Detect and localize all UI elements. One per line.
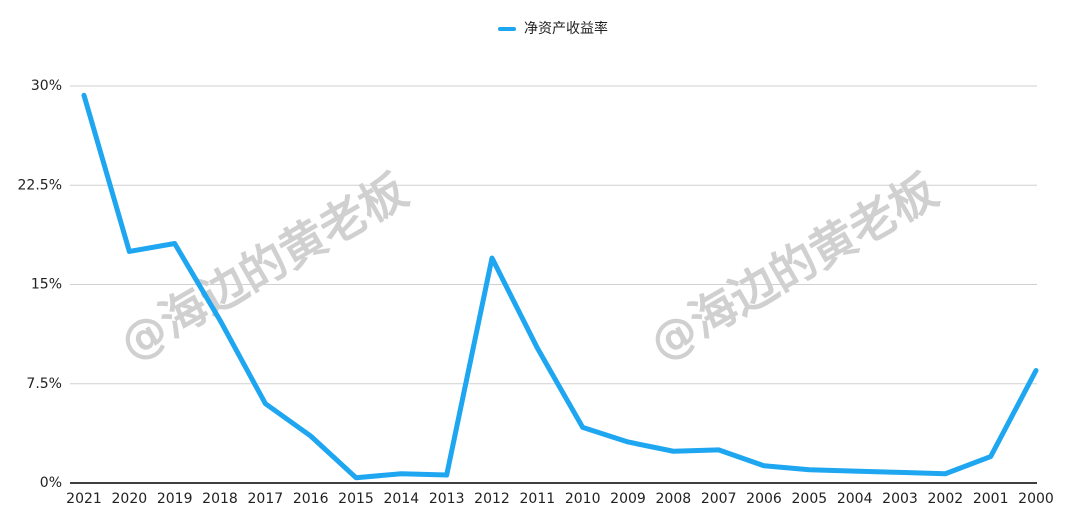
x-tick-label: 2010 bbox=[565, 491, 601, 507]
watermark: @海边的黄老板 bbox=[640, 163, 946, 371]
x-tick-label: 2017 bbox=[248, 491, 284, 507]
x-tick-label: 2002 bbox=[928, 491, 964, 507]
x-tick-label: 2018 bbox=[202, 491, 238, 507]
x-tick-label: 2003 bbox=[882, 491, 918, 507]
x-tick-label: 2021 bbox=[66, 491, 102, 507]
x-tick-label: 2011 bbox=[520, 491, 556, 507]
x-tick-label: 2014 bbox=[384, 491, 420, 507]
y-tick-label: 30% bbox=[31, 78, 62, 94]
y-tick-label: 15% bbox=[31, 277, 62, 293]
x-tick-label: 2016 bbox=[293, 491, 329, 507]
x-tick-label: 2007 bbox=[701, 491, 737, 507]
x-tick-label: 2012 bbox=[474, 491, 510, 507]
x-tick-label: 2008 bbox=[656, 491, 692, 507]
x-tick-label: 2013 bbox=[429, 491, 465, 507]
watermark: @海边的黄老板 bbox=[110, 163, 416, 371]
x-tick-label: 2020 bbox=[112, 491, 148, 507]
x-tick-label: 2006 bbox=[746, 491, 782, 507]
y-tick-label: 22.5% bbox=[18, 177, 62, 193]
x-tick-label: 2009 bbox=[610, 491, 646, 507]
x-tick-label: 2015 bbox=[338, 491, 374, 507]
x-tick-label: 2000 bbox=[1018, 491, 1054, 507]
y-tick-label: 0% bbox=[40, 475, 62, 491]
x-tick-label: 2004 bbox=[837, 491, 873, 507]
x-tick-label: 2005 bbox=[792, 491, 828, 507]
legend-label: 净资产收益率 bbox=[524, 20, 608, 37]
y-tick-label: 7.5% bbox=[26, 376, 62, 392]
x-tick-label: 2001 bbox=[973, 491, 1009, 507]
line bbox=[81, 92, 1039, 481]
x-tick-label: 2019 bbox=[157, 491, 193, 507]
